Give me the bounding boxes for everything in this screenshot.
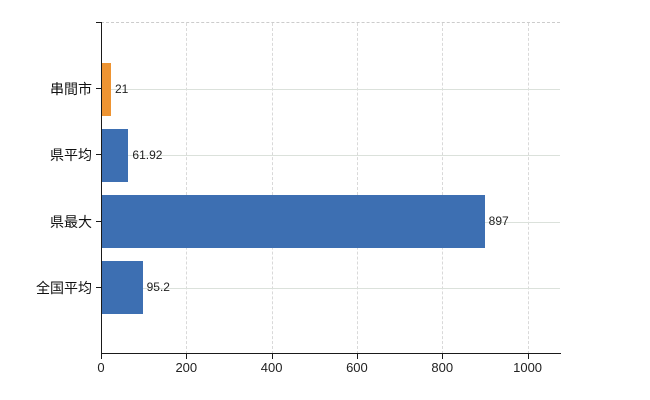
plot-area: 21 61.92 897 95.2 [101, 22, 560, 354]
gridline-vertical [527, 23, 529, 354]
y-axis-tick [96, 220, 101, 222]
x-tick-label: 400 [260, 360, 283, 375]
bar-value-label: 61.92 [132, 147, 163, 162]
category-label: 全国平均 [36, 279, 92, 296]
x-axis-line [101, 353, 561, 354]
x-axis-tick [271, 354, 273, 359]
bar-3 [102, 261, 143, 315]
gridline-vertical [356, 23, 358, 354]
y-axis-tick [96, 154, 101, 156]
x-tick-label: 600 [346, 360, 368, 375]
bar-value-label: 897 [488, 214, 509, 229]
bar-2 [102, 195, 485, 249]
y-axis-line [101, 22, 102, 354]
x-tick-label: 800 [431, 360, 454, 375]
category-label: 県最大 [50, 213, 92, 230]
bar-value-label: 21 [114, 81, 129, 96]
x-axis-tick [356, 354, 358, 359]
x-tick-label: 200 [175, 360, 198, 375]
category-label: 串間市 [50, 81, 92, 98]
category-label: 県平均 [50, 147, 92, 164]
bar-1 [102, 128, 129, 182]
gridline-vertical [442, 23, 444, 354]
x-tick-label: 1000 [513, 360, 543, 375]
x-axis-tick [527, 354, 529, 359]
bar-0 [102, 62, 111, 116]
gridline-horizontal [101, 89, 560, 91]
gridline-horizontal [101, 287, 560, 289]
gridline-horizontal [101, 155, 560, 157]
gridline-vertical [271, 23, 273, 354]
y-axis-tick [96, 22, 101, 23]
y-axis-tick [96, 88, 101, 90]
x-axis-tick [442, 354, 444, 359]
y-axis-tick [96, 286, 101, 288]
bar-value-label: 95.2 [146, 280, 170, 295]
x-axis-tick [186, 354, 188, 359]
gridline-vertical [186, 23, 188, 354]
x-tick-label: 0 [97, 360, 105, 375]
x-axis-tick [101, 354, 102, 359]
